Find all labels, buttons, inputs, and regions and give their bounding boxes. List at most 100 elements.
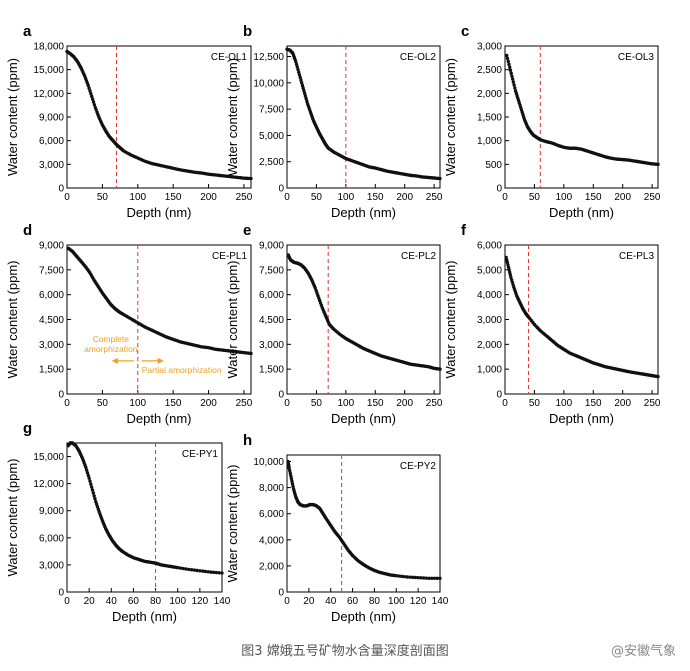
- data-point: [510, 77, 515, 81]
- data-point: [187, 567, 191, 572]
- plot-frame: [286, 244, 441, 395]
- y-tick-label: 12,000: [33, 479, 64, 490]
- x-tick-label: 50: [97, 398, 109, 409]
- annotation-partial: Partial amorphization: [142, 365, 222, 375]
- x-tick-label: 200: [396, 398, 413, 409]
- data-point: [305, 99, 309, 103]
- x-tick-label: 100: [129, 398, 146, 409]
- data-point: [92, 103, 97, 107]
- y-tick-label: 4,500: [259, 315, 284, 326]
- x-tick-label: 0: [64, 398, 70, 409]
- data-point: [287, 466, 291, 470]
- y-tick-label: 7,500: [39, 265, 64, 276]
- panel-g: g 0 20 40 60 80 100 120 140 0 3,000 6,000 9,000 12,00…: [5, 420, 231, 624]
- x-tick-label: 200: [200, 192, 217, 203]
- y-axis-label: Water content (ppm): [443, 58, 458, 176]
- x-tick-label: 0: [284, 398, 290, 409]
- x-tick-label: 140: [214, 596, 231, 607]
- data-point: [413, 575, 418, 580]
- data-point: [220, 571, 224, 575]
- data-point: [294, 62, 299, 67]
- y-tick-label: 15,000: [33, 452, 64, 463]
- annotation-complete: Complete: [93, 334, 130, 344]
- y-tick-label: 15,000: [33, 65, 64, 76]
- data-point: [507, 62, 511, 67]
- data-point: [508, 65, 512, 70]
- data-point: [300, 81, 304, 85]
- y-tick-label: 0: [278, 184, 284, 195]
- data-point: [506, 59, 510, 64]
- x-tick-label: 20: [303, 596, 315, 607]
- panel-c: c 0 50 100 150 200 250 0 500 1,000 1,500 2,000 2,500…: [443, 23, 661, 220]
- y-tick-label: 0: [278, 588, 284, 599]
- y-tick-label: 8,000: [259, 483, 284, 494]
- y-tick-label: 10,000: [253, 78, 284, 89]
- x-tick-label: 150: [367, 192, 384, 203]
- data-point: [427, 576, 431, 580]
- data-point: [510, 74, 514, 78]
- y-tick-label: 2,000: [259, 561, 284, 572]
- y-tick-label: 4,000: [259, 535, 284, 546]
- panel-e: e 0 50 100 150 200 250 0 1,500 3,000 4,500 6,000 7,5…: [225, 222, 443, 426]
- data-point: [405, 575, 409, 579]
- y-tick-label: 2,000: [477, 89, 502, 100]
- data-point: [438, 176, 442, 181]
- y-tick-label: 9,000: [39, 241, 64, 252]
- data-point: [300, 83, 305, 88]
- y-axis-label: Water content (ppm): [225, 260, 240, 378]
- data-point: [195, 568, 199, 573]
- data-point: [432, 576, 437, 580]
- data-point: [416, 575, 420, 580]
- x-axis-label: Depth (nm): [126, 411, 191, 426]
- x-axis-label: Depth (nm): [331, 205, 396, 220]
- x-tick-label: 100: [556, 398, 573, 409]
- y-tick-label: 0: [496, 184, 502, 195]
- data-point: [297, 70, 301, 75]
- data-point: [435, 576, 439, 580]
- y-tick-label: 2,500: [477, 65, 502, 76]
- y-tick-label: 9,000: [39, 506, 64, 517]
- x-tick-label: 50: [311, 192, 323, 203]
- data-point: [87, 86, 91, 90]
- plot-frame: [286, 45, 441, 189]
- data-point: [299, 78, 303, 82]
- data-point: [419, 576, 423, 580]
- y-tick-label: 1,000: [477, 136, 502, 147]
- data-point: [91, 100, 96, 104]
- x-tick-label: 0: [284, 192, 290, 203]
- y-tick-label: 4,000: [477, 290, 502, 301]
- x-tick-label: 100: [338, 192, 355, 203]
- data-point: [290, 482, 295, 486]
- data-point: [438, 367, 442, 371]
- x-axis-label: Depth (nm): [549, 411, 614, 426]
- y-tick-label: 9,000: [259, 241, 284, 252]
- data-point: [656, 374, 660, 379]
- x-axis-label: Depth (nm): [549, 205, 614, 220]
- data-point: [214, 570, 219, 575]
- data-point: [421, 576, 426, 580]
- y-tick-label: 6,000: [39, 290, 64, 301]
- sample-label: CE-PL1: [212, 251, 247, 262]
- sample-label: CE-OL2: [400, 52, 437, 63]
- data-point: [203, 569, 208, 574]
- y-tick-label: 9,000: [39, 113, 64, 124]
- data-point: [400, 574, 404, 579]
- data-point: [288, 471, 292, 475]
- y-tick-label: 1,500: [477, 113, 502, 124]
- sample-label: CE-OL1: [211, 52, 248, 63]
- data-point: [189, 568, 194, 572]
- x-tick-label: 100: [556, 192, 573, 203]
- x-axis-label: Depth (nm): [112, 609, 177, 624]
- data-point: [430, 576, 434, 580]
- x-tick-label: 0: [502, 192, 508, 203]
- data-point: [296, 67, 300, 72]
- data-point: [290, 479, 294, 483]
- data-point: [88, 479, 92, 483]
- data-point: [298, 75, 302, 80]
- x-tick-label: 100: [388, 596, 405, 607]
- y-tick-label: 1,000: [477, 365, 502, 376]
- x-tick-label: 20: [84, 596, 96, 607]
- x-tick-label: 60: [128, 596, 140, 607]
- data-point: [178, 566, 183, 570]
- data-point: [176, 565, 180, 570]
